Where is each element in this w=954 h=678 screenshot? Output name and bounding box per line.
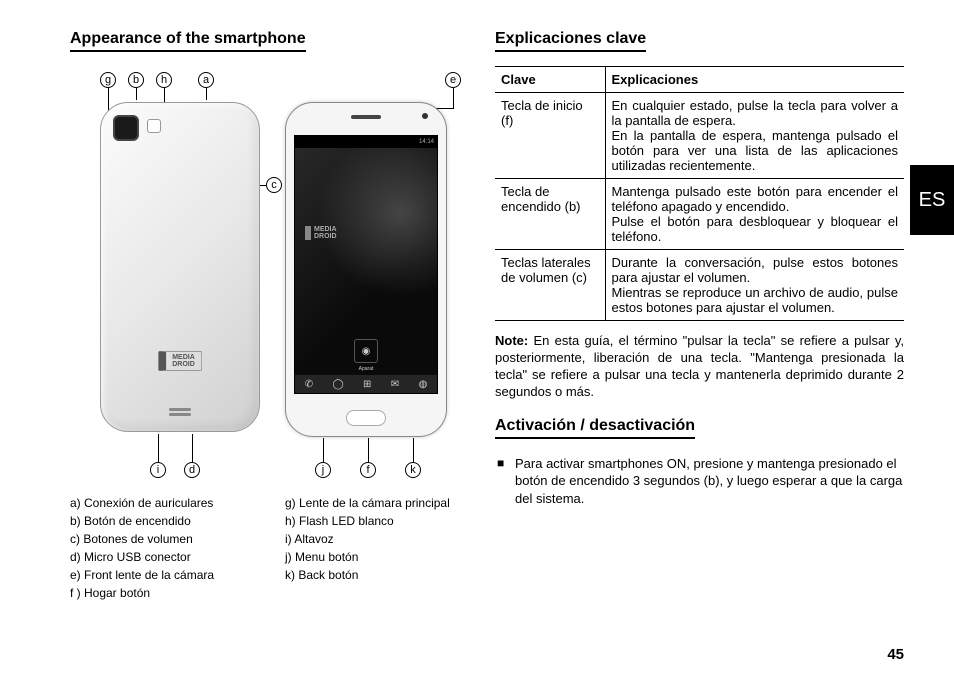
callout-i: i — [150, 462, 166, 478]
legend-col-left: a) Conexión de auriculares b) Botón de e… — [70, 494, 255, 602]
legend-k: k) Back botón — [285, 566, 470, 584]
note-text: En esta guía, el término "pulsar la tecl… — [495, 333, 904, 399]
activacion-title: Activación / desactivación — [495, 417, 695, 439]
legend-g: g) Lente de la cámara principal — [285, 494, 470, 512]
callout-c: c — [266, 177, 282, 193]
speaker-grille — [169, 408, 191, 411]
key-cell: Tecla de inicio (f) — [495, 93, 605, 179]
callout-e: e — [445, 72, 461, 88]
note: Note: En esta guía, el término "pulsar l… — [495, 333, 904, 401]
screen-logo: MEDIA DROID — [305, 226, 337, 240]
callout-j: j — [315, 462, 331, 478]
exp-cell: En cualquier estado, pulse la tecla para… — [605, 93, 904, 179]
explicaciones-title: Explicaciones clave — [495, 30, 646, 52]
page-number: 45 — [887, 646, 904, 663]
line — [368, 438, 369, 462]
legend: a) Conexión de auriculares b) Botón de e… — [70, 494, 470, 602]
logo-line1: MEDIA — [172, 354, 195, 361]
home-button — [346, 410, 386, 426]
key-cell: Teclas laterales de volumen (c) — [495, 250, 605, 321]
callout-f: f — [360, 462, 376, 478]
exp-cell: Mantenga pulsado este botón para encende… — [605, 179, 904, 250]
legend-h: h) Flash LED blanco — [285, 512, 470, 530]
legend-e: e) Front lente de la cámara — [70, 566, 255, 584]
th-clave: Clave — [495, 67, 605, 93]
legend-f: f ) Hogar botón — [70, 584, 255, 602]
legend-c: c) Botones de volumen — [70, 530, 255, 548]
led-flash — [147, 119, 161, 133]
line — [413, 438, 414, 462]
callout-k: k — [405, 462, 421, 478]
callout-h: h — [156, 72, 172, 88]
apps-icon: ⊞ — [363, 379, 371, 390]
right-column: Explicaciones clave Clave Explicaciones … — [495, 30, 904, 658]
legend-col-right: g) Lente de la cámara principal h) Flash… — [285, 494, 470, 602]
camera-app-icon: ◉ — [354, 339, 378, 363]
phone-diagram: g b h a e c i d j f k — [70, 62, 470, 482]
key-cell: Tecla de encendido (b) — [495, 179, 605, 250]
left-column: Appearance of the smartphone g b h a e c… — [70, 30, 470, 658]
legend-b: b) Botón de encendido — [70, 512, 255, 530]
language-tab: ES — [910, 165, 954, 235]
phone-back: MEDIA DROID — [100, 102, 260, 432]
legend-j: j) Menu botón — [285, 548, 470, 566]
line — [260, 185, 266, 186]
th-explicaciones: Explicaciones — [605, 67, 904, 93]
browser-icon: ◍ — [419, 379, 428, 390]
table-row: Tecla de inicio (f) En cualquier estado,… — [495, 93, 904, 179]
exp-cell: Durante la conversación, pulse estos bot… — [605, 250, 904, 321]
legend-a: a) Conexión de auriculares — [70, 494, 255, 512]
callout-b: b — [128, 72, 144, 88]
front-camera — [422, 113, 428, 119]
line — [453, 88, 454, 108]
logo-line2: DROID — [172, 361, 195, 368]
table-row: Tecla de encendido (b) Mantenga pulsado … — [495, 179, 904, 250]
callout-d: d — [184, 462, 200, 478]
earpiece — [351, 115, 381, 119]
line — [136, 88, 137, 100]
phone-icon: ✆ — [305, 379, 313, 390]
line — [206, 88, 207, 100]
status-bar: 14:14 — [295, 136, 437, 148]
camera-app-label: Aparat — [359, 366, 374, 372]
dock: ✆ ◯ ⊞ ✉ ◍ — [295, 375, 437, 393]
activation-bullet: Para activar smartphones ON, presione y … — [495, 455, 904, 508]
rear-camera — [113, 115, 139, 141]
appearance-title: Appearance of the smartphone — [70, 30, 306, 52]
contacts-icon: ◯ — [332, 379, 343, 390]
line — [323, 438, 324, 462]
key-table: Clave Explicaciones Tecla de inicio (f) … — [495, 66, 904, 321]
line — [192, 434, 193, 462]
legend-d: d) Micro USB conector — [70, 548, 255, 566]
callout-g: g — [100, 72, 116, 88]
message-icon: ✉ — [391, 379, 399, 390]
back-logo: MEDIA DROID — [158, 351, 202, 371]
screen: 14:14 MEDIA DROID ◉ Aparat ✆ ◯ ⊞ ✉ ◍ — [294, 135, 438, 394]
legend-i: i) Altavoz — [285, 530, 470, 548]
callout-a: a — [198, 72, 214, 88]
line — [158, 434, 159, 462]
table-row: Teclas laterales de volumen (c) Durante … — [495, 250, 904, 321]
note-label: Note: — [495, 333, 528, 348]
phone-front: 14:14 MEDIA DROID ◉ Aparat ✆ ◯ ⊞ ✉ ◍ — [285, 102, 447, 437]
status-time: 14:14 — [419, 139, 434, 145]
